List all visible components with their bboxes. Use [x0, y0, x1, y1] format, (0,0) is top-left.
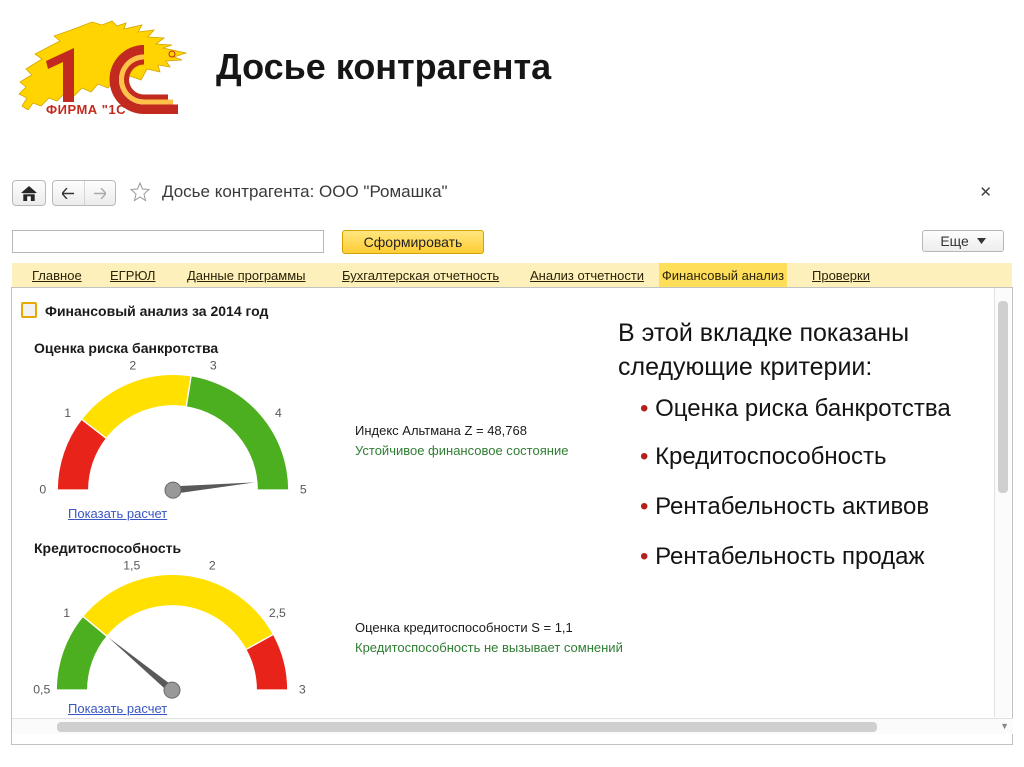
svg-text:2: 2 — [129, 358, 136, 372]
svg-text:1: 1 — [64, 406, 71, 420]
svg-text:3: 3 — [299, 682, 306, 696]
svg-text:2,5: 2,5 — [269, 606, 286, 620]
svg-text:0,5: 0,5 — [33, 682, 50, 696]
svg-text:4: 4 — [275, 406, 282, 420]
svg-text:1,5: 1,5 — [123, 558, 140, 572]
svg-text:ФИРМА "1С": ФИРМА "1С" — [46, 102, 133, 116]
svg-text:5: 5 — [300, 482, 307, 496]
svg-text:3: 3 — [210, 358, 217, 372]
svg-text:1: 1 — [63, 606, 70, 620]
svg-text:2: 2 — [209, 558, 216, 572]
svg-text:0: 0 — [39, 482, 46, 496]
